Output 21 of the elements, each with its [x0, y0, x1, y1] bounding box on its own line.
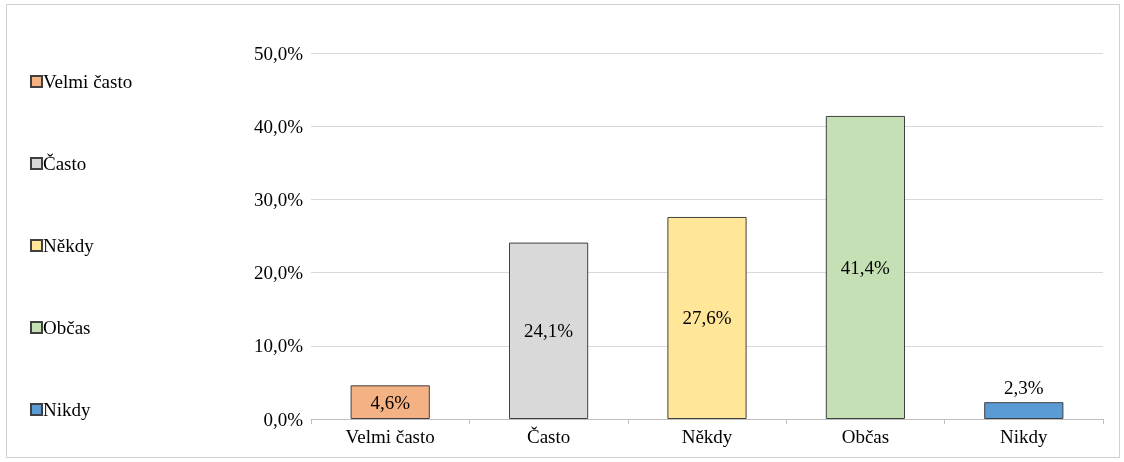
data-label: 24,1% [524, 320, 574, 342]
x-tick-label: Někdy [681, 426, 733, 447]
legend-label: Velmi často [43, 71, 133, 92]
x-tick-label: Často [526, 426, 571, 447]
data-label: 4,6% [370, 391, 411, 413]
legend-label: Nikdy [43, 399, 91, 420]
y-tick-label: 40,0% [253, 115, 304, 137]
legend-label: Často [43, 153, 87, 174]
y-tick-label: 30,0% [253, 188, 304, 210]
data-label: 27,6% [682, 307, 732, 329]
data-label: 2,3% [1004, 377, 1044, 399]
x-tick-label: Občas [841, 426, 890, 447]
data-label: 41,4% [840, 256, 891, 278]
y-tick-label: 20,0% [253, 262, 304, 284]
y-tick-label: 0,0% [263, 408, 304, 430]
legend-label: Občas [43, 317, 91, 338]
legend-label: Někdy [43, 235, 95, 256]
x-tick-label: Nikdy [1000, 426, 1049, 447]
y-tick-label: 10,0% [253, 335, 304, 357]
y-tick-label: 50,0% [253, 42, 304, 64]
x-tick-label: Velmi často [345, 426, 435, 447]
